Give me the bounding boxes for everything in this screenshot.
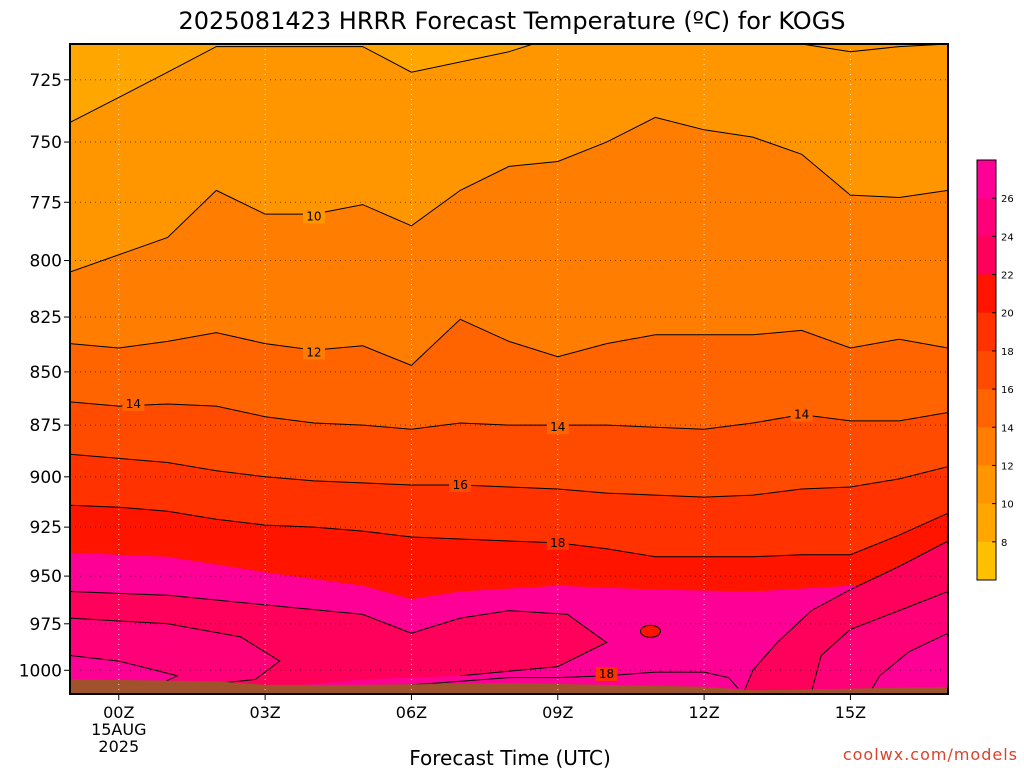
- colorbar-tick-label: 8: [1001, 538, 1007, 549]
- contour-label-bg: [790, 407, 813, 422]
- colorbar: 8 10 12 14 16 18 20 22 24 26: [976, 159, 1014, 581]
- contour-label-bg: [302, 345, 325, 360]
- colorbar-tick-label: 24: [1001, 232, 1014, 243]
- region-right-26: [870, 633, 948, 693]
- plot-frame: [69, 43, 949, 695]
- contour-label-bg: [302, 209, 325, 224]
- contour-label: 14: [550, 420, 565, 434]
- colorbar-swatch: [977, 198, 996, 237]
- x-tick-label: 15Z: [835, 703, 866, 722]
- colorbar-swatch: [977, 465, 996, 505]
- contour-label: 14: [126, 397, 141, 411]
- colorbar-swatch: [977, 503, 996, 543]
- colorbar-tick-label: 12: [1001, 461, 1014, 472]
- contour-label: 10: [306, 209, 321, 223]
- contour-8: [70, 44, 535, 123]
- x-tick-label: 09Z: [542, 703, 573, 722]
- colorbar-tick-label: 14: [1001, 423, 1014, 434]
- contour-label: 12: [306, 345, 321, 359]
- contour-labels: 10 12 14 14 14 16 18 18: [122, 209, 813, 681]
- contour-label: 18: [599, 667, 614, 681]
- contour-18: [70, 504, 948, 558]
- colorbar-swatch: [977, 236, 996, 276]
- x-axis-label: Forecast Time (UTC): [409, 746, 611, 768]
- colorbar-swatch: [977, 160, 996, 199]
- credit-text: coolwx.com/models: [843, 745, 1018, 764]
- contour-label-bg: [449, 477, 472, 492]
- y-tick-label: 1000: [19, 661, 62, 681]
- contour-loop: [639, 624, 661, 638]
- x-tick-label: 03Z: [249, 703, 280, 722]
- chart-title: 2025081423 HRRR Forecast Temperature (ºC…: [178, 7, 845, 35]
- contour-16: [70, 453, 948, 498]
- colorbar-tick-label: 18: [1001, 347, 1014, 358]
- colorbar-swatch: [977, 389, 996, 428]
- colorbar-swatch: [977, 312, 996, 352]
- colorbar-tick-label: 22: [1001, 271, 1014, 282]
- band-below-10: [70, 44, 948, 272]
- y-tick-label: 875: [30, 416, 62, 436]
- contour-right-26: [869, 632, 948, 693]
- y-tick-label: 850: [30, 363, 62, 383]
- contour-right-22: [742, 540, 948, 694]
- colorbar-tick-label: 20: [1001, 309, 1014, 320]
- contour-label: 16: [453, 478, 468, 492]
- y-tick-label: 925: [30, 518, 62, 538]
- colorbar-tick-label: 26: [1001, 194, 1014, 205]
- contour-26: [70, 655, 179, 686]
- x-tick-label: 15AUG: [91, 720, 146, 739]
- colorbar-tick-label: 10: [1001, 500, 1014, 511]
- contour-24: [70, 617, 281, 690]
- colorbar-swatch: [977, 274, 996, 314]
- hot-regions: [70, 540, 948, 694]
- ground-surface: [70, 679, 948, 694]
- plot-area: 10 12 14 14 14 16 18 18: [70, 44, 948, 694]
- y-axis: 725 750 775 800 825 850 875 900 925 950 975 1000: [19, 71, 70, 681]
- band-coolest: [70, 44, 558, 123]
- colorbar-swatch: [977, 427, 996, 466]
- y-tick-label: 725: [30, 71, 62, 91]
- y-tick-label: 750: [30, 133, 62, 153]
- x-tick-label: 12Z: [688, 703, 719, 722]
- contour-8-right: [801, 44, 948, 53]
- y-tick-label: 975: [30, 615, 62, 635]
- ground-fill: [70, 679, 948, 694]
- contour-label-bg: [546, 535, 569, 550]
- y-tick-label: 825: [30, 308, 62, 328]
- contour-label: 14: [794, 408, 809, 422]
- colorbar-tick-label: 16: [1001, 385, 1014, 396]
- x-tick-label: 00Z: [103, 703, 134, 722]
- temperature-fill: [70, 44, 948, 694]
- y-tick-label: 800: [30, 252, 62, 272]
- contour-label-bg: [595, 666, 618, 681]
- y-tick-label: 775: [30, 193, 62, 213]
- colorbar-swatch: [977, 541, 996, 581]
- contour-label: 18: [550, 536, 565, 550]
- region-26: [70, 655, 178, 685]
- y-tick-label: 950: [30, 567, 62, 587]
- colorbar-swatch: [977, 350, 996, 390]
- contour-10: [70, 116, 948, 273]
- contour-22: [70, 591, 608, 677]
- y-tick-label: 900: [30, 468, 62, 488]
- contour-label-bg: [546, 420, 569, 435]
- colorbar-frame: [976, 159, 997, 581]
- contour-12: [70, 318, 948, 366]
- contour-label-bg: [122, 396, 145, 411]
- vertical-grid: [118, 44, 851, 694]
- x-tick-label: 2025: [98, 737, 139, 756]
- x-tick-label: 06Z: [396, 703, 427, 722]
